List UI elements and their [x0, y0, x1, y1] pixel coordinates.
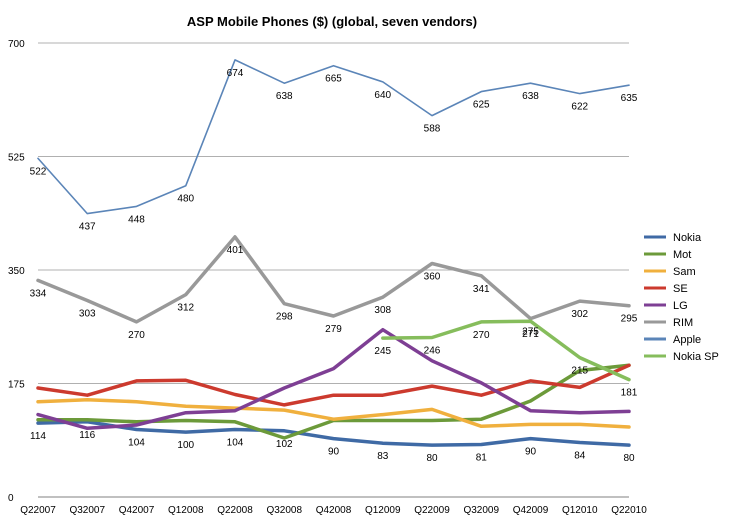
data-label: 246 — [424, 345, 441, 356]
data-label: 114 — [30, 431, 46, 442]
data-label: 270 — [128, 330, 145, 341]
x-tick-label: Q12008 — [168, 505, 204, 516]
legend-label: Nokia — [673, 232, 702, 244]
x-tick-label: Q42009 — [513, 505, 549, 516]
legend-label: Sam — [673, 266, 696, 278]
data-label: 334 — [30, 288, 47, 299]
data-label: 271 — [522, 329, 539, 340]
data-label: 80 — [426, 453, 438, 464]
y-tick-label: 700 — [8, 39, 25, 50]
chart-title: ASP Mobile Phones ($) (global, seven ven… — [187, 14, 477, 29]
data-label: 480 — [177, 194, 194, 205]
legend-label: RIM — [673, 317, 693, 329]
y-tick-label: 525 — [8, 153, 25, 164]
data-label: 640 — [374, 90, 391, 101]
legend-label: SE — [673, 283, 688, 295]
legend-label: Apple — [673, 334, 701, 346]
data-label: 625 — [473, 100, 490, 111]
y-tick-label: 350 — [8, 266, 25, 277]
x-tick-label: Q32009 — [463, 505, 499, 516]
data-label: 638 — [276, 91, 293, 102]
data-label: 181 — [621, 388, 638, 399]
data-label: 270 — [473, 330, 490, 341]
data-label: 295 — [621, 314, 638, 325]
data-label: 312 — [177, 303, 194, 314]
series-line-apple — [37, 59, 630, 215]
grid — [38, 42, 629, 384]
data-label: 448 — [128, 214, 145, 225]
x-tick-label: Q22010 — [611, 505, 647, 516]
data-label: 81 — [476, 452, 488, 463]
data-label: 635 — [621, 93, 638, 104]
y-tick-label: 175 — [8, 380, 25, 391]
legend-label: Nokia SP — [673, 351, 719, 363]
y-tick-label: 0 — [8, 493, 14, 504]
series-lines — [36, 59, 631, 447]
x-tick-label: Q12010 — [562, 505, 598, 516]
axes: 0 175 350 525 700 Q22007 Q32007 Q42007 Q12008 Q22… — [8, 39, 647, 516]
data-label: 638 — [522, 91, 539, 102]
data-label: 84 — [574, 451, 586, 462]
series-line-se — [36, 363, 631, 407]
legend-label: LG — [673, 300, 688, 312]
series-line-nokia-sp — [381, 319, 631, 382]
data-label: 674 — [227, 68, 244, 79]
data-label: 588 — [424, 124, 441, 135]
data-label: 308 — [374, 305, 391, 316]
legend-label: Mot — [673, 249, 691, 261]
data-label: 102 — [276, 439, 293, 450]
series-line-sam — [36, 397, 631, 429]
data-label: 100 — [177, 440, 194, 451]
data-label: 302 — [571, 309, 588, 320]
x-tick-label: Q12009 — [365, 505, 401, 516]
data-label: 360 — [424, 272, 441, 283]
data-label: 622 — [571, 102, 588, 113]
data-label: 215 — [571, 366, 588, 377]
x-tick-label: Q22007 — [20, 505, 56, 516]
data-label: 245 — [374, 346, 391, 357]
legend: Nokia Mot Sam SE LG RIM Apple Nokia SP — [644, 232, 719, 363]
data-label: 341 — [473, 284, 490, 295]
series-line-lg — [36, 327, 631, 431]
data-label: 522 — [30, 166, 47, 177]
x-tick-label: Q32007 — [69, 505, 105, 516]
data-label: 279 — [325, 324, 342, 335]
x-tick-label: Q42007 — [119, 505, 155, 516]
data-label: 298 — [276, 312, 293, 323]
series-line-nokia — [36, 420, 631, 447]
x-tick-label: Q32008 — [266, 505, 302, 516]
data-label: 80 — [623, 453, 635, 464]
data-label: 275 — [522, 327, 539, 338]
data-labels: 114 116 104 100 104 102 90 83 80 81 90 84 80 334 303 27… — [30, 68, 638, 464]
data-label: 401 — [227, 245, 244, 256]
x-tick-label: Q22009 — [414, 505, 450, 516]
data-label: 116 — [79, 430, 95, 441]
data-label: 665 — [325, 74, 342, 85]
data-label: 437 — [79, 222, 96, 233]
data-label: 90 — [328, 447, 340, 458]
x-tick-label: Q42008 — [316, 505, 352, 516]
data-label: 104 — [227, 438, 244, 449]
data-label: 83 — [377, 451, 389, 462]
x-tick-label: Q22008 — [217, 505, 253, 516]
data-label: 90 — [525, 447, 537, 458]
data-label: 303 — [79, 308, 96, 319]
data-label: 104 — [128, 438, 145, 449]
series-line-rim — [36, 235, 631, 324]
